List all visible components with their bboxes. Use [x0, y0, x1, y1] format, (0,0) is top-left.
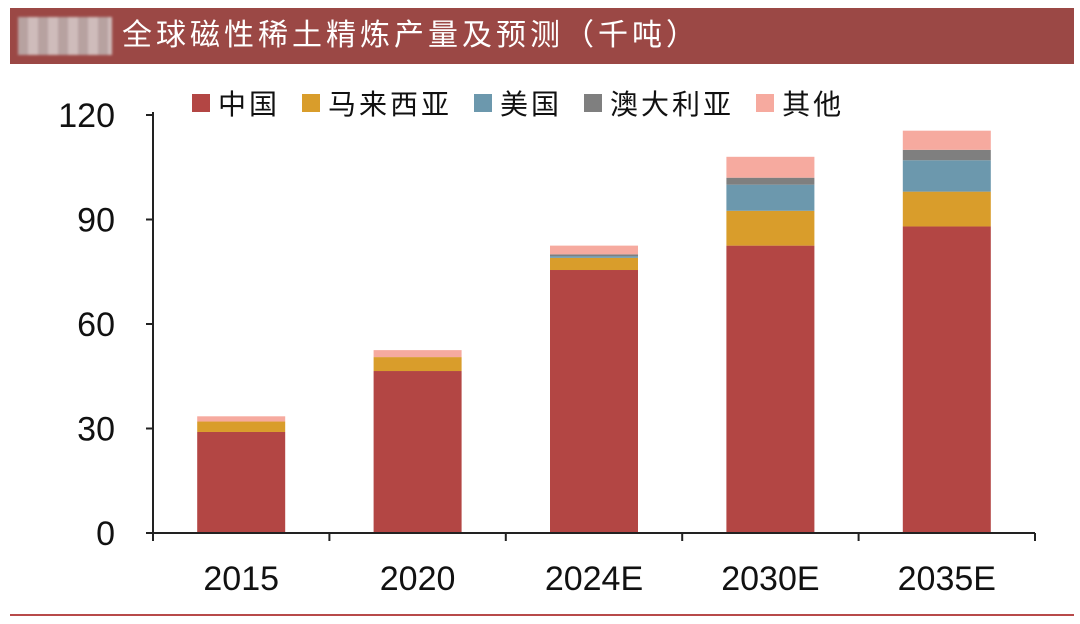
- x-tick-label: 2020: [380, 560, 456, 598]
- bar-segment: [550, 245, 638, 255]
- legend-label: 其他: [782, 88, 845, 121]
- bar-segment: [373, 350, 462, 358]
- bar-segment: [902, 191, 991, 227]
- bar-segment: [197, 421, 286, 432]
- legend-swatch: [192, 94, 210, 112]
- bar-segment: [902, 226, 991, 533]
- legend-item: 澳大利亚: [584, 83, 734, 123]
- redacted-logo: [18, 17, 112, 55]
- x-tick-label: 2024E: [545, 560, 643, 598]
- y-tick-label: 120: [58, 97, 115, 135]
- y-tick-label: 90: [77, 202, 115, 240]
- bar-segment: [550, 270, 638, 533]
- legend-item: 马来西亚: [302, 83, 452, 123]
- bottom-divider: [10, 614, 1074, 616]
- title-bar: 全球磁性稀土精炼产量及预测（千吨）: [10, 8, 1074, 64]
- legend-label: 澳大利亚: [610, 88, 735, 121]
- legend: 中国 马来西亚 美国 澳大利亚 其他: [192, 83, 844, 123]
- y-tick-label: 0: [96, 515, 115, 553]
- y-tick-label: 60: [77, 306, 115, 344]
- x-tick-label: 2035E: [898, 560, 996, 598]
- legend-label: 中国: [218, 88, 281, 121]
- legend-item: 中国: [192, 83, 280, 123]
- bar-segment: [726, 184, 815, 211]
- legend-label: 美国: [500, 88, 563, 121]
- bar-segment: [726, 210, 815, 246]
- bar-segment: [197, 416, 286, 422]
- legend-item: 其他: [756, 83, 844, 123]
- y-tick-label: 30: [77, 411, 115, 449]
- legend-swatch: [302, 94, 321, 112]
- legend-swatch: [756, 94, 775, 112]
- legend-item: 美国: [474, 83, 562, 123]
- bar-segment: [550, 254, 638, 257]
- legend-label: 马来西亚: [328, 88, 453, 121]
- chart-title: 全球磁性稀土精炼产量及预测（千吨）: [122, 18, 700, 53]
- bar-segment: [550, 257, 638, 271]
- bar-segment: [373, 357, 462, 372]
- legend-swatch: [474, 94, 493, 112]
- bar-segment: [197, 431, 286, 533]
- bar-segment: [726, 156, 815, 178]
- bar-segment: [902, 160, 991, 192]
- bar-segment: [550, 256, 638, 258]
- bar-segment: [373, 371, 462, 533]
- bar-segment: [726, 245, 815, 533]
- bar-segment: [726, 177, 815, 185]
- bar-segment: [902, 149, 991, 161]
- x-tick-label: 2030E: [721, 560, 819, 598]
- bar-segment: [902, 130, 991, 150]
- legend-swatch: [584, 94, 603, 112]
- x-tick-label: 2015: [203, 560, 279, 598]
